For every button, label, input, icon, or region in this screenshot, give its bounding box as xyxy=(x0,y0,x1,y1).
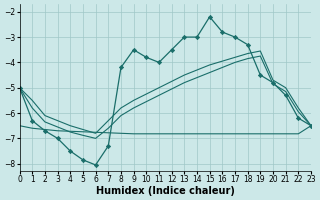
X-axis label: Humidex (Indice chaleur): Humidex (Indice chaleur) xyxy=(96,186,235,196)
